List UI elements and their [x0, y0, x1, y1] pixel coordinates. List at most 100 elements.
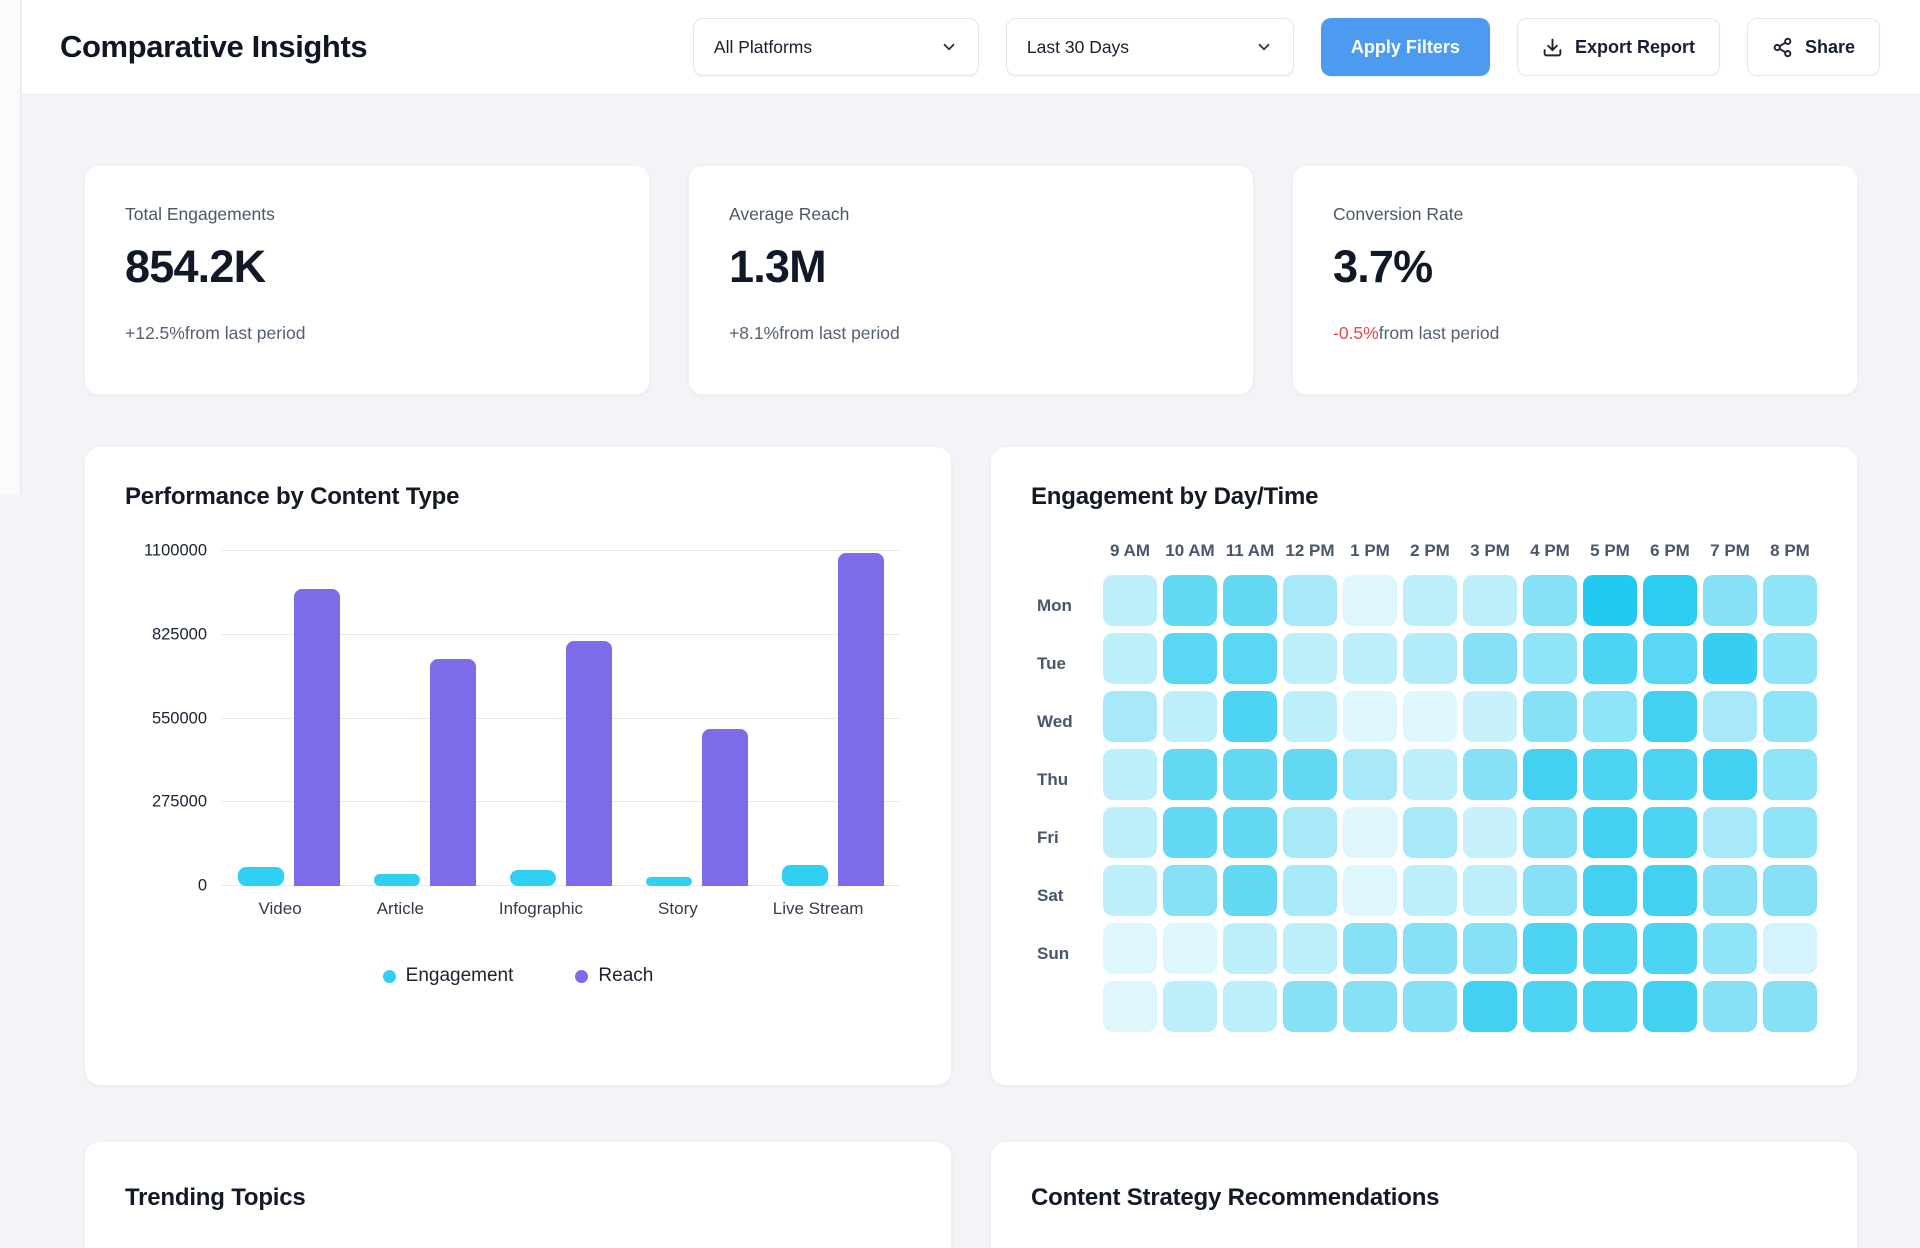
- date-range-select[interactable]: Last 30 Days: [1005, 18, 1294, 76]
- legend-label: Reach: [598, 965, 654, 986]
- reach-bar: [294, 589, 340, 886]
- heatmap-cell: [1283, 865, 1337, 916]
- stat-delta-percent: +8.1%: [729, 323, 780, 343]
- heatmap-cell: [1643, 865, 1697, 916]
- heatmap-card: Engagement by Day/Time 9 AM 10 AM 11 AM 12 …: [990, 446, 1858, 1086]
- stat-card: Total Engagements 854.2K +12.5%from last p…: [84, 165, 650, 395]
- heatmap-cell: [1763, 691, 1817, 742]
- heatmap-cell: [1523, 749, 1577, 800]
- heatmap-row-label: Sun: [1037, 943, 1070, 963]
- heatmap-cell: [1223, 865, 1277, 916]
- heatmap-cell: [1643, 923, 1697, 974]
- bar-groups: [221, 551, 901, 886]
- gridline: [221, 885, 901, 886]
- page-left-edge: [0, 0, 21, 494]
- stat-delta: -0.5%from last period: [1333, 323, 1817, 344]
- heatmap-cell: [1403, 575, 1457, 626]
- heatmap-cell: [1103, 865, 1157, 916]
- bar-chart-card: Performance by Content Type 0 275000 55000…: [84, 446, 952, 1086]
- heatmap-cell: [1403, 807, 1457, 858]
- bar-group-story: [646, 551, 748, 886]
- heatmap-cell: [1103, 923, 1157, 974]
- stats-row: Total Engagements 854.2K +12.5%from last p…: [84, 165, 1858, 395]
- heatmap-cell: [1103, 691, 1157, 742]
- heatmap-column-labels: 9 AM 10 AM 11 AM 12 PM 1 PM 2 PM 3 PM 4 PM 5 PM 6…: [1103, 541, 1817, 561]
- heatmap-row-label: [1031, 986, 1103, 1037]
- heatmap-cell: [1283, 575, 1337, 626]
- heatmap-cell: [1583, 981, 1637, 1032]
- heatmap-row-labels: Mon Tue Wed Thu Fri Sat Sun: [1031, 575, 1103, 1032]
- heatmap-cell: [1343, 807, 1397, 858]
- heatmap-cell: [1583, 691, 1637, 742]
- heatmap-cell: [1223, 981, 1277, 1032]
- heatmap-cell: [1223, 633, 1277, 684]
- export-report-button[interactable]: Export Report: [1516, 18, 1720, 76]
- x-axis-category-label: Video: [258, 899, 302, 918]
- content-strategy-card: Content Strategy Recommendations: [990, 1141, 1858, 1248]
- stat-delta: +8.1%from last period: [729, 323, 1213, 344]
- heatmap-cell: [1283, 749, 1337, 800]
- heatmap-cell: [1463, 807, 1517, 858]
- stat-delta: +12.5%from last period: [125, 323, 609, 344]
- heatmap-row-label: Fri: [1037, 827, 1059, 847]
- heatmap-cell: [1643, 981, 1697, 1032]
- heatmap-column-label: 4 PM: [1530, 541, 1570, 560]
- heatmap-cell: [1763, 865, 1817, 916]
- heatmap-cell: [1583, 575, 1637, 626]
- heatmap-cell: [1343, 575, 1397, 626]
- bar-group-article: [374, 551, 476, 886]
- stat-card: Average Reach 1.3M +8.1%from last period: [688, 165, 1254, 395]
- heatmap-cell: [1103, 981, 1157, 1032]
- heatmap-cell: [1583, 633, 1637, 684]
- bar-chart: 0 275000 550000 825000 1100000 Video Article I…: [125, 537, 911, 989]
- x-axis-category-label: Story: [658, 899, 698, 918]
- bottom-row: Trending Topics Content Strategy Recomme…: [84, 1141, 1858, 1248]
- heatmap-cell: [1403, 749, 1457, 800]
- heatmap-cell: [1523, 923, 1577, 974]
- share-button[interactable]: Share: [1746, 18, 1880, 76]
- heatmap-cell: [1163, 749, 1217, 800]
- y-axis-tick-label: 825000: [151, 625, 207, 644]
- heatmap-column-label: 7 PM: [1710, 541, 1750, 560]
- heatmap-grid: [1103, 575, 1817, 1032]
- stat-value: 854.2K: [125, 241, 266, 292]
- chevron-down-icon: [1255, 38, 1273, 56]
- gridline: [221, 633, 901, 635]
- heatmap-cell: [1403, 923, 1457, 974]
- heatmap-cell: [1463, 923, 1517, 974]
- heatmap-cell: [1223, 923, 1277, 974]
- stat-value: 3.7%: [1333, 241, 1433, 292]
- heatmap-row-label: Thu: [1037, 769, 1069, 789]
- stat-card: Conversion Rate 3.7% -0.5%from last period: [1292, 165, 1858, 395]
- heatmap-cell: [1523, 865, 1577, 916]
- heatmap-cell: [1103, 633, 1157, 684]
- heatmap-cell: [1583, 807, 1637, 858]
- engagement-bar: [782, 865, 828, 886]
- chevron-down-icon: [940, 38, 958, 56]
- heatmap-header: 9 AM 10 AM 11 AM 12 PM 1 PM 2 PM 3 PM 4 PM 5 PM 6…: [1031, 541, 1817, 561]
- apply-filters-button[interactable]: Apply Filters: [1320, 18, 1490, 76]
- legend-item-reach: Reach: [575, 965, 653, 987]
- heatmap-column-label: 6 PM: [1650, 541, 1690, 560]
- y-axis-tick-label: 0: [197, 876, 207, 895]
- heatmap-cell: [1163, 575, 1217, 626]
- heatmap-cell: [1643, 691, 1697, 742]
- bar-chart-plot: 0 275000 550000 825000 1100000: [144, 542, 901, 895]
- heatmap-column-label: 1 PM: [1350, 541, 1390, 560]
- share-label: Share: [1804, 36, 1855, 57]
- stat-label: Conversion Rate: [1333, 204, 1464, 224]
- y-axis-tick-label: 275000: [151, 792, 207, 811]
- heatmap-cell: [1463, 749, 1517, 800]
- platform-filter-select[interactable]: All Platforms: [692, 18, 979, 76]
- heatmap-body: Mon Tue Wed Thu Fri Sat Sun: [1031, 575, 1817, 1032]
- heatmap-cell: [1403, 981, 1457, 1032]
- platform-filter-value: All Platforms: [713, 36, 813, 57]
- heatmap-cell: [1463, 691, 1517, 742]
- heatmap-cell: [1763, 749, 1817, 800]
- heatmap-cell: [1703, 865, 1757, 916]
- heatmap-cell: [1163, 807, 1217, 858]
- charts-row: Performance by Content Type 0 275000 55000…: [84, 446, 1858, 1086]
- heatmap-cell: [1403, 691, 1457, 742]
- bar-chart-category-labels: Video Article Infographic Story Live Stream: [221, 899, 901, 919]
- heatmap-cell: [1223, 691, 1277, 742]
